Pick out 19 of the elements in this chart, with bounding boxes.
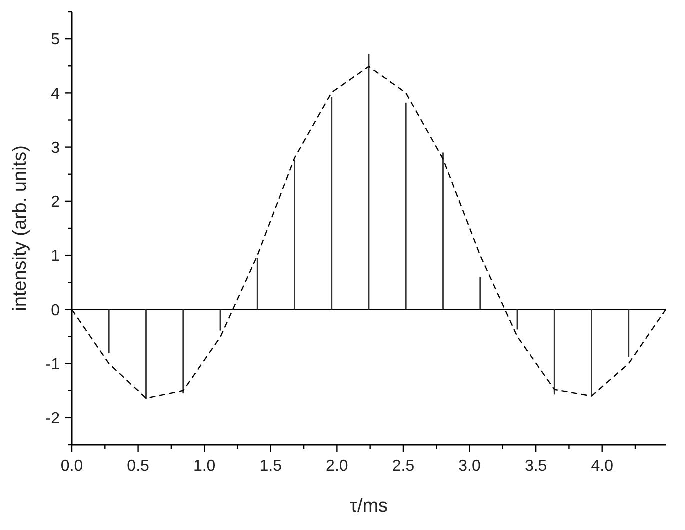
x-tick-label: 4.0 xyxy=(591,458,614,475)
y-tick-label: -2 xyxy=(46,410,60,428)
x-tick-label: 3.0 xyxy=(458,458,481,475)
x-tick-label: 0.5 xyxy=(127,458,150,475)
x-tick-label: 1.5 xyxy=(260,458,282,475)
y-axis-title: intensity (arb. units) xyxy=(10,146,31,312)
y-tick-label: 1 xyxy=(51,248,60,266)
x-tick-label: 3.5 xyxy=(524,458,548,475)
y-tick-label: -1 xyxy=(46,356,60,374)
x-axis-title: τ/ms xyxy=(350,496,388,517)
y-tick-label: 5 xyxy=(51,32,60,49)
y-tick-label: 2 xyxy=(51,194,60,212)
x-tick-label: 2.5 xyxy=(392,458,415,475)
y-tick-label: 4 xyxy=(51,86,60,103)
y-tick-label: 0 xyxy=(51,302,60,320)
x-tick-label: 2.0 xyxy=(326,458,348,475)
x-tick-label: 0.0 xyxy=(60,458,84,475)
y-tick-label: 3 xyxy=(51,140,60,157)
x-tick-label: 1.0 xyxy=(193,458,216,475)
